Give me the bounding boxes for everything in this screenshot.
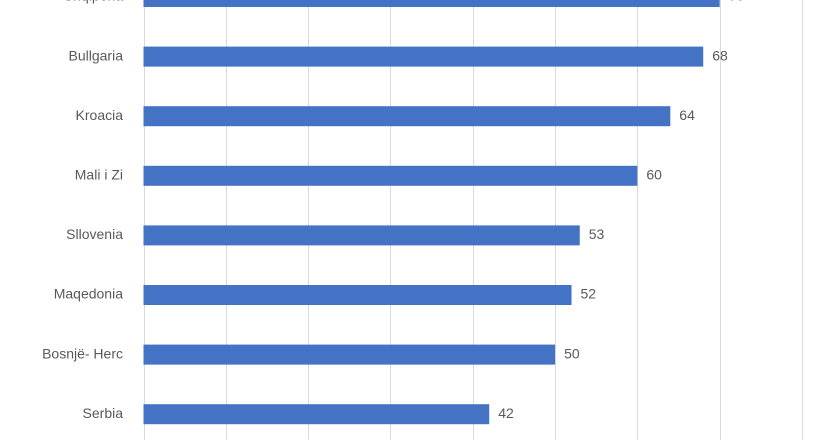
bar [143,225,580,246]
value-label: 53 [589,226,605,242]
value-label: 64 [679,107,695,123]
bar [143,344,556,365]
y-tick-label: Shqipëria [64,0,123,4]
value-label: 52 [581,286,597,302]
value-label: 70 [729,0,745,4]
bar [143,0,720,7]
y-tick-label: Mali i Zi [75,167,123,183]
value-label: 42 [498,405,514,421]
value-label: 68 [712,47,728,63]
y-tick-label: Bullgaria [69,47,124,63]
bar [143,106,671,127]
value-label: 50 [564,345,580,361]
bar [143,285,572,305]
value-label: 60 [646,167,662,183]
y-tick-label: Bosnjë- Herc [42,345,123,361]
y-tick-label: Maqedonia [54,286,123,302]
y-tick-label: Kroacia [76,107,124,123]
y-tick-label: Serbia [83,405,124,421]
bar [143,404,490,425]
bar [143,165,638,186]
y-tick-label: Sllovenia [66,226,123,242]
bar [143,46,704,67]
